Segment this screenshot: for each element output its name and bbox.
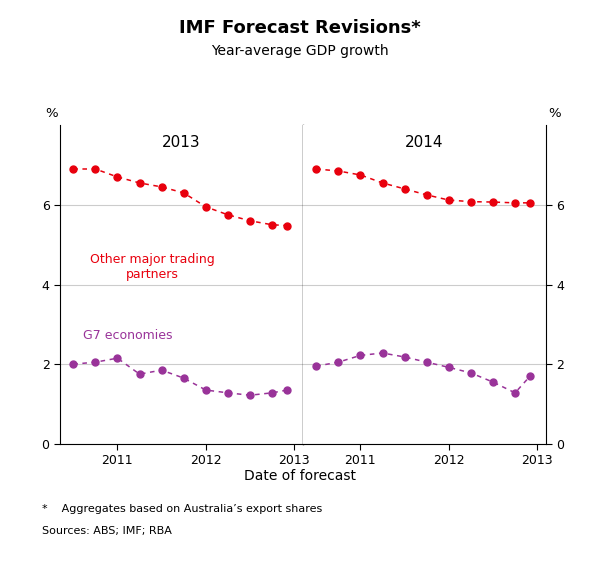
Text: 2014: 2014 bbox=[405, 135, 444, 150]
Text: %: % bbox=[45, 108, 58, 121]
Text: Other major trading
partners: Other major trading partners bbox=[90, 253, 215, 281]
Text: G7 economies: G7 economies bbox=[83, 329, 173, 342]
Text: IMF Forecast Revisions*: IMF Forecast Revisions* bbox=[179, 19, 421, 37]
Text: %: % bbox=[548, 108, 561, 121]
Text: *    Aggregates based on Australia’s export shares: * Aggregates based on Australia’s export… bbox=[42, 504, 322, 514]
Text: 2013: 2013 bbox=[162, 135, 201, 150]
Text: Sources: ABS; IMF; RBA: Sources: ABS; IMF; RBA bbox=[42, 526, 172, 537]
Text: Date of forecast: Date of forecast bbox=[244, 469, 356, 484]
Text: Year-average GDP growth: Year-average GDP growth bbox=[211, 44, 389, 58]
